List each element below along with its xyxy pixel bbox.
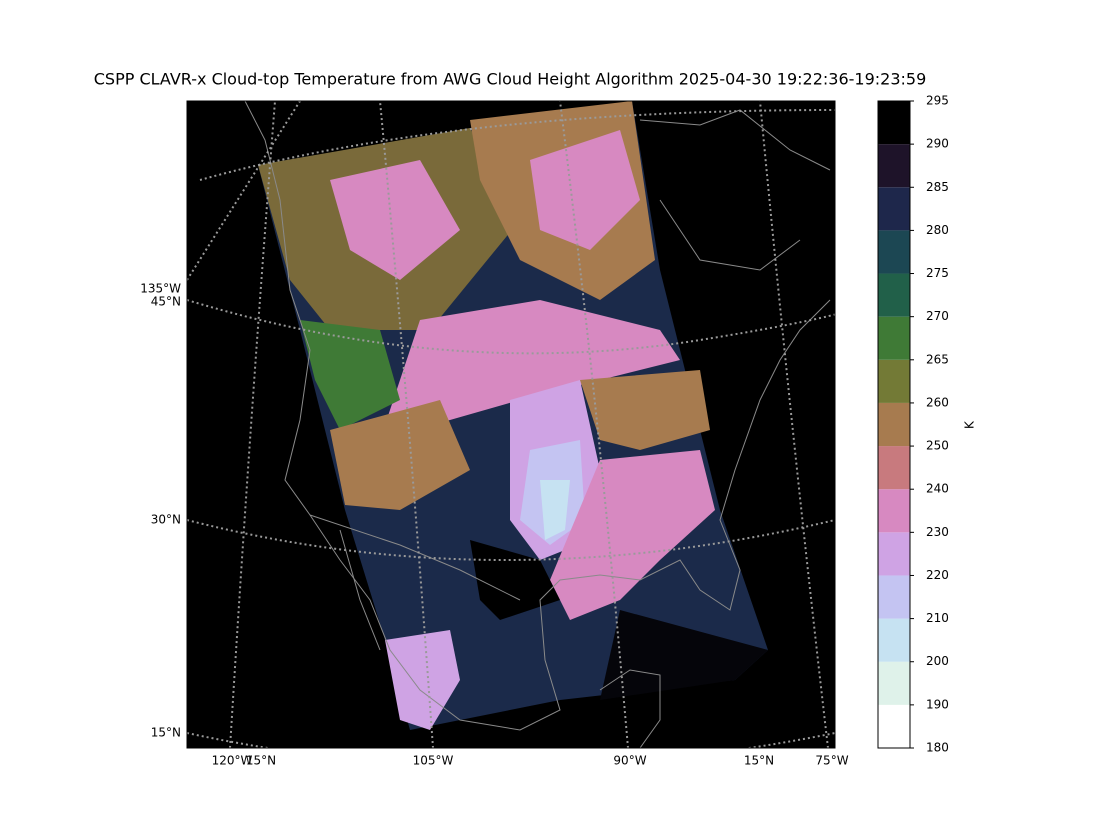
colorbar-tick-label: 265 — [926, 352, 949, 366]
cloud-region — [300, 320, 400, 430]
coastline — [639, 109, 831, 271]
colorbar-tick-label: 180 — [926, 741, 949, 755]
clear-region — [470, 540, 560, 620]
coastline — [599, 669, 661, 748]
map-label: 120°W — [212, 754, 253, 768]
colorbar-tick-label: 285 — [926, 180, 949, 194]
colorbar-tick-label: 210 — [926, 611, 949, 625]
colorbar-tick-label: 260 — [926, 395, 949, 409]
map-label: 135°W — [140, 282, 181, 296]
graticule — [187, 290, 835, 355]
graticule — [229, 101, 276, 748]
colorbar-tick-label: 230 — [926, 525, 949, 539]
map-label: 75°W — [815, 754, 848, 768]
coastline — [244, 101, 831, 731]
map-label: 15°N — [246, 754, 276, 768]
colorbar-segment — [878, 316, 910, 360]
colorbar: 180 190 200 210 220 230 240 250 260 265 270 275 280 2… — [877, 94, 949, 755]
map — [186, 100, 836, 749]
colorbar-segment — [878, 575, 910, 619]
cloud-region — [580, 370, 710, 450]
colorbar-segment — [878, 187, 910, 231]
map-label: 15°N — [744, 754, 774, 768]
cloud-region — [330, 160, 460, 280]
cloud-region — [385, 630, 460, 730]
cloud-region — [330, 400, 470, 510]
map-label: 45°N — [151, 295, 181, 309]
colorbar-frame — [877, 100, 911, 749]
colorbar-tick-label: 280 — [926, 223, 949, 237]
colorbar-segment — [878, 144, 910, 188]
map-label: 90°W — [613, 754, 646, 768]
colorbar-segment — [878, 661, 910, 705]
title: CSPP CLAVR-x Cloud-top Temperature from … — [94, 70, 927, 89]
graticule — [187, 519, 835, 561]
map-label: 30°N — [151, 513, 181, 527]
graticule — [199, 109, 835, 181]
colorbar-segment — [878, 446, 910, 490]
colorbar-segment — [878, 618, 910, 662]
cloud-region — [540, 480, 570, 540]
map-label: 15°N — [151, 726, 181, 740]
cloud-region — [530, 130, 640, 250]
colorbar-tick-label: 250 — [926, 439, 949, 453]
graticule — [187, 101, 301, 281]
colorbar-segment — [878, 489, 910, 533]
colorbar-tick-label: 220 — [926, 568, 949, 582]
colorbar-segment — [878, 532, 910, 576]
colorbar-segment — [878, 704, 910, 748]
map-label: 105°W — [413, 754, 454, 768]
colorbar-tick-label: 275 — [926, 266, 949, 280]
colorbar-segment — [878, 402, 910, 447]
colorbar-segment — [878, 359, 910, 403]
map-frame — [186, 100, 836, 749]
cloud-region — [380, 300, 680, 440]
colorbar-tick-label: 190 — [926, 697, 949, 711]
graticule — [379, 101, 434, 748]
colorbar-tick-label: 200 — [926, 654, 949, 668]
colorbar-tick-label: 270 — [926, 309, 949, 323]
colorbar-segment — [878, 273, 910, 317]
cloud-region — [550, 450, 715, 620]
colorbar-segment — [878, 230, 910, 274]
colorbar-tick-label: 295 — [926, 94, 949, 108]
clear-region — [600, 610, 768, 700]
colorbar-tick-label: 290 — [926, 137, 949, 151]
colorbar-tick-label: 240 — [926, 482, 949, 496]
colorbar-label: K — [963, 420, 977, 429]
colorbar-segment — [878, 101, 910, 145]
